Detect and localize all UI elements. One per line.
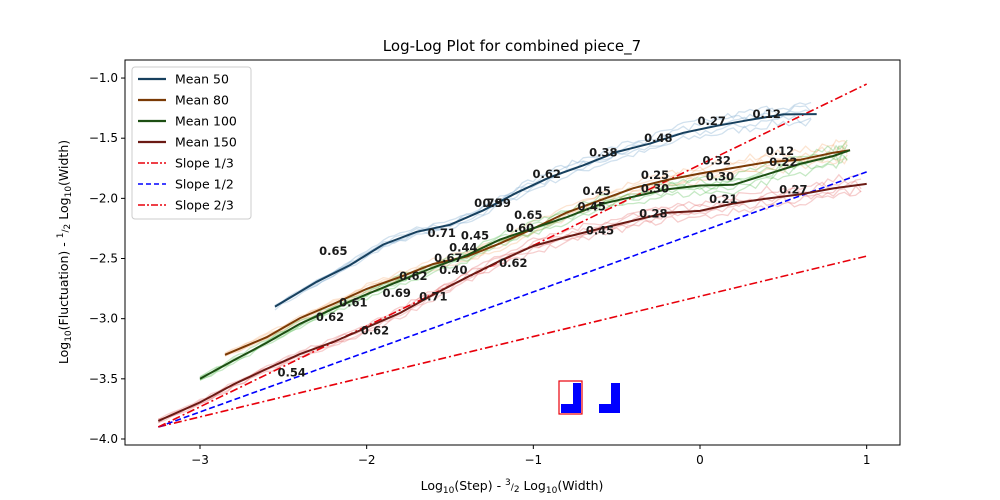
- trace-mean-100: [199, 155, 848, 381]
- slope-annotation: 0.54: [277, 365, 305, 379]
- x-axis: −3 −2 −1 0 1: [191, 445, 870, 467]
- slope-annotation: 0.62: [316, 310, 344, 324]
- slope-annotation: 0.45: [582, 184, 610, 198]
- legend-label: Slope 1/3: [175, 156, 234, 171]
- reference-line-slope-1-3: [158, 255, 867, 428]
- slope-annotation: 0.61: [339, 296, 367, 310]
- mean-line-mean-50: [274, 113, 817, 308]
- slope-annotation: 0.12: [752, 107, 780, 121]
- slope-annotation: 0.22: [769, 155, 797, 169]
- trace-mean-80: [224, 139, 848, 354]
- plot-area: 0.650.710.590.620.380.480.270.120.610.62…: [157, 83, 868, 428]
- y-tick-label: −1.0: [89, 71, 118, 85]
- x-tick-label: −3: [191, 453, 209, 467]
- plot-frame: [124, 59, 901, 446]
- slope-annotation: 0.62: [499, 256, 527, 270]
- slope-annotation: 0.30: [641, 181, 669, 195]
- inset-glyph-shape: [599, 383, 620, 413]
- slope-annotation: 0.30: [706, 169, 734, 183]
- trace-mean-80: [224, 142, 848, 355]
- legend-label: Mean 100: [175, 114, 237, 129]
- reference-line-slope-2-3: [157, 83, 868, 428]
- legend-label: Slope 1/2: [175, 177, 234, 192]
- trace-mean-50: [274, 118, 812, 311]
- slope-annotation: 0.71: [419, 290, 447, 304]
- slope-annotation: 0.12: [766, 144, 794, 158]
- x-tick-label: −2: [358, 453, 376, 467]
- slope-annotation: 0.38: [589, 145, 617, 159]
- x-tick-label: −1: [524, 453, 542, 467]
- slope-annotation: 0.69: [382, 286, 410, 300]
- slope-annotation: 0.27: [779, 183, 807, 197]
- trace-mean-150: [158, 190, 862, 423]
- slope-annotation: 0.62: [532, 167, 560, 181]
- trace-mean-80: [224, 158, 848, 357]
- x-axis-label: Log10(Step) - 3/2 Log10(Width): [421, 478, 604, 496]
- chart-title: Log-Log Plot for combined piece_7: [383, 37, 641, 56]
- slope-annotation: 0.40: [439, 263, 467, 277]
- slope-annotation: 0.48: [644, 131, 672, 145]
- slope-annotation: 0.45: [461, 228, 489, 242]
- y-tick-label: −3.0: [89, 312, 118, 326]
- legend-label: Mean 150: [175, 135, 237, 150]
- inset-glyph-box: [558, 380, 583, 415]
- legend-box: [131, 66, 252, 220]
- trace-mean-150: [158, 178, 862, 420]
- slope-annotation: 0.25: [641, 168, 669, 182]
- y-tick-label: −3.5: [89, 372, 118, 386]
- trace-mean-100: [199, 153, 848, 381]
- slope-annotation: 0.65: [514, 208, 542, 222]
- slope-annotation: 0.62: [361, 323, 389, 337]
- slope-annotation: 0.21: [709, 192, 737, 206]
- y-tick-label: −4.0: [89, 432, 118, 446]
- reference-line-slope-1-2: [158, 171, 867, 428]
- legend-label: Slope 2/3: [175, 198, 234, 213]
- mean-line-mean-80: [224, 149, 851, 356]
- legend-label: Mean 80: [175, 93, 229, 108]
- slope-annotation: 0.59: [482, 196, 510, 210]
- slope-annotation: 0.28: [639, 207, 667, 221]
- slope-annotation: 0.65: [319, 244, 347, 258]
- mean-line-mean-150: [157, 182, 867, 422]
- slope-annotation: 0.62: [399, 269, 427, 283]
- x-tick-label: 0: [696, 453, 704, 467]
- slope-annotation: 0.79: [474, 196, 502, 210]
- legend: Mean 50 Mean 80 Mean 100 Mean 150 Slope 1/3 S…: [131, 66, 252, 220]
- slope-annotation: 0.60: [506, 221, 534, 235]
- trace-mean-50: [274, 105, 812, 307]
- slope-annotation: 0.45: [577, 199, 605, 213]
- slope-annotation: 0.45: [586, 223, 614, 237]
- trace-mean-100: [199, 139, 848, 378]
- x-tick-label: 1: [863, 453, 871, 467]
- y-tick-label: −2.5: [89, 252, 118, 266]
- slope-annotation: 0.67: [434, 251, 462, 265]
- slope-annotation: 0.71: [427, 226, 455, 240]
- trace-mean-50: [274, 109, 812, 308]
- trace-mean-50: [274, 101, 812, 306]
- y-axis-label: Log10(Fluctuation) - 1/2 Log10(Width): [56, 140, 74, 364]
- slope-annotation: 0.44: [449, 240, 477, 254]
- slope-annotation: 0.32: [702, 154, 730, 168]
- mean-line-mean-100: [199, 149, 851, 380]
- legend-label: Mean 50: [175, 72, 229, 87]
- slope-annotation: 0.27: [697, 114, 725, 128]
- y-tick-label: −2.0: [89, 191, 118, 205]
- y-axis: −4.0 −3.5 −3.0 −2.5 −2.0 −1.5 −1.0: [89, 71, 125, 446]
- y-tick-label: −1.5: [89, 131, 118, 145]
- trace-mean-150: [157, 172, 862, 421]
